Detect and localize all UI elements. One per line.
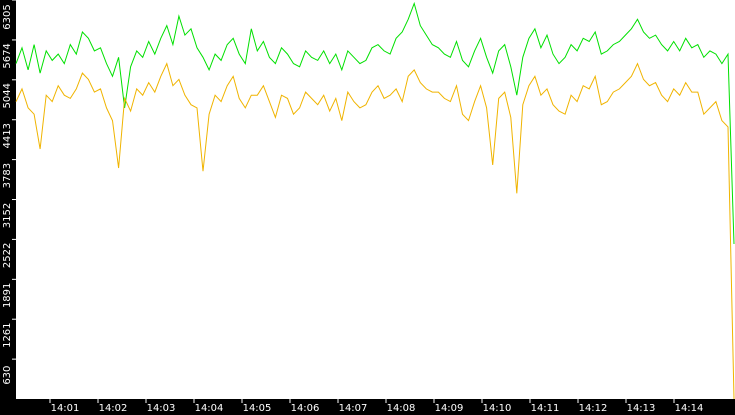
x-tick-label: 14:14: [675, 403, 704, 414]
y-tick-label: 3152: [2, 203, 13, 228]
series-line: [15, 1, 735, 245]
x-tick-label: 14:09: [435, 403, 464, 414]
x-tick-label: 14:07: [339, 403, 368, 414]
series-line: [15, 62, 735, 400]
y-tick-label: 1261: [2, 322, 13, 347]
x-tick-label: 14:08: [387, 403, 416, 414]
y-tick-label: 6305: [2, 4, 13, 29]
x-tick-label: 14:05: [243, 403, 272, 414]
x-tick-label: 14:01: [51, 403, 80, 414]
y-tick-label: 630: [2, 366, 13, 385]
x-tick-label: 14:04: [195, 403, 224, 414]
y-tick-label: 5674: [2, 43, 13, 68]
y-tick-label: 1891: [2, 283, 13, 308]
x-tick-label: 14:13: [627, 403, 656, 414]
y-axis-strip: [0, 0, 16, 415]
x-tick-label: 14:06: [291, 403, 320, 414]
x-axis-strip: [0, 399, 735, 415]
y-tick-label: 3783: [2, 163, 13, 188]
x-tick-label: 14:11: [531, 403, 560, 414]
x-tick-label: 14:12: [579, 403, 608, 414]
x-tick-label: 14:03: [147, 403, 176, 414]
y-tick-label: 5044: [2, 83, 13, 108]
x-tick-label: 14:02: [99, 403, 128, 414]
y-tick-label: 2522: [2, 243, 13, 268]
y-tick-label: 4413: [2, 123, 13, 148]
x-tick-label: 14:10: [483, 403, 512, 414]
